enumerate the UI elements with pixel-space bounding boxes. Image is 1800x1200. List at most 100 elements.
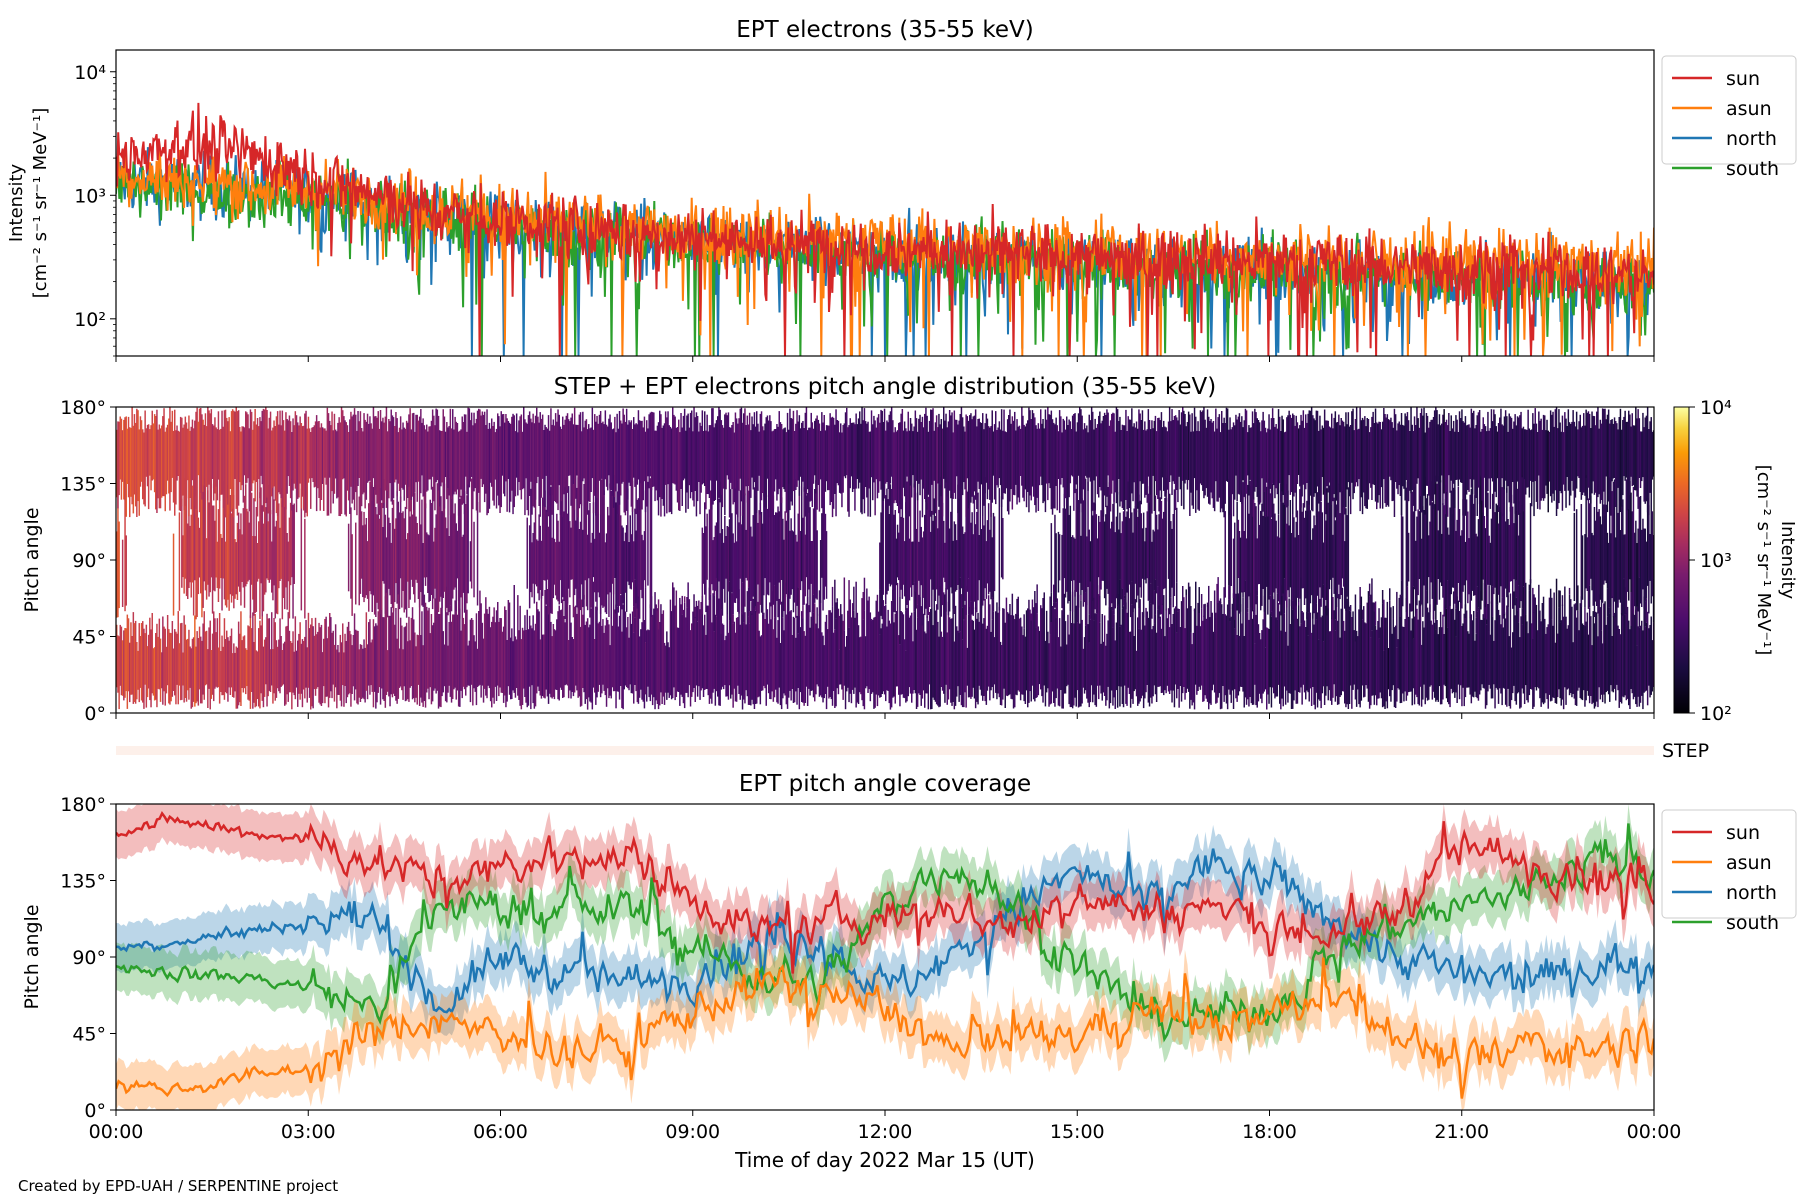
heatmap-cell (304, 636, 306, 699)
heatmap-cell (724, 640, 726, 686)
heatmap-cell (1577, 610, 1579, 691)
heatmap-cell (1270, 418, 1273, 518)
heatmap-cell (439, 613, 441, 707)
heatmap-cell (258, 628, 260, 707)
heatmap-cell (188, 629, 190, 700)
heatmap-cell (803, 631, 805, 706)
heatmap-cell (821, 412, 823, 509)
heatmap-cell (570, 622, 572, 699)
heatmap-cell (558, 605, 560, 701)
heatmap-cell (634, 579, 636, 618)
heatmap-cell (747, 616, 750, 705)
heatmap-cell (375, 507, 377, 617)
panel-pitch-angle-coverage: EPT pitch angle coverage 0°45°90°135°180… (21, 771, 1797, 1172)
heatmap-cell (1316, 410, 1319, 487)
heatmap-cell (1586, 412, 1589, 501)
heatmap-cell (1080, 535, 1082, 595)
heatmap-cell (382, 617, 384, 700)
heatmap-cell (585, 621, 588, 700)
heatmap-cell (1620, 604, 1623, 704)
heatmap-cell (1620, 613, 1623, 615)
xtick-label: 21:00 (1434, 1121, 1489, 1143)
heatmap-cell (601, 479, 603, 606)
heatmap-cell (285, 626, 287, 705)
heatmap-cell (1174, 606, 1177, 685)
heatmap-cell (739, 408, 741, 479)
heatmap-cell (217, 411, 220, 480)
heatmap-cell (993, 424, 996, 500)
heatmap-cell (745, 624, 747, 691)
heatmap-cell (783, 630, 785, 694)
heatmap-cell (1146, 611, 1148, 685)
heatmap-cell (1574, 426, 1577, 498)
heatmap-cell (725, 412, 727, 490)
heatmap-cell (773, 515, 776, 586)
heatmap-cell (718, 498, 720, 582)
heatmap-cell (1066, 483, 1068, 592)
heatmap-cell (300, 488, 303, 611)
heatmap-cell (1018, 425, 1021, 503)
heatmap-cell (846, 636, 848, 692)
heatmap-cell (1054, 609, 1056, 707)
heatmap-cell (924, 514, 926, 616)
heatmap-cell (1329, 427, 1332, 502)
heatmap-cell (449, 478, 452, 606)
heatmap-cell (685, 617, 687, 693)
heatmap-cell (1230, 616, 1232, 703)
heatmap-cell (507, 600, 510, 687)
heatmap-cell (1076, 622, 1079, 691)
heatmap-cell (481, 411, 484, 487)
heatmap-cell (1373, 423, 1376, 485)
heatmap-cell (1167, 497, 1170, 579)
heatmap-cell (263, 501, 266, 595)
heatmap-cell (1216, 428, 1218, 502)
heatmap-cell (399, 617, 402, 687)
heatmap-cell (679, 597, 681, 706)
heatmap-cell (1231, 427, 1234, 495)
heatmap-cell (788, 610, 790, 612)
heatmap-cell (207, 649, 209, 708)
heatmap-cell (217, 647, 220, 688)
heatmap-cell (1358, 609, 1360, 705)
heatmap-cell (1215, 618, 1217, 620)
heatmap-cell (732, 422, 734, 505)
heatmap-cell (638, 636, 641, 698)
heatmap-cell (907, 506, 909, 618)
heatmap-cell (913, 611, 915, 690)
heatmap-cell (867, 600, 869, 625)
heatmap-cell (1435, 629, 1437, 702)
heatmap-cell (1620, 505, 1623, 614)
heatmap-cell (1510, 417, 1513, 504)
heatmap-cell (983, 429, 985, 506)
heatmap-cell (1424, 601, 1426, 705)
heatmap-cell (982, 477, 984, 606)
heatmap-cell (939, 424, 941, 485)
heatmap-cell (1301, 420, 1303, 497)
heatmap-cell (915, 528, 918, 609)
heatmap-cell (1591, 645, 1593, 705)
heatmap-cell (381, 502, 383, 610)
heatmap-cell (1522, 614, 1525, 694)
heatmap-cell (1624, 534, 1626, 615)
heatmap-cell (1390, 417, 1392, 481)
heatmap-cell (549, 597, 551, 694)
heatmap-cell (149, 429, 151, 476)
heatmap-cell (404, 506, 407, 610)
heatmap-cell (276, 490, 279, 615)
heatmap-cell (242, 636, 245, 693)
heatmap-cell (159, 638, 162, 702)
heatmap-cell (1606, 616, 1609, 691)
heatmap-cell (140, 623, 143, 701)
heatmap-cell (859, 411, 861, 483)
heatmap-cell (1281, 585, 1283, 699)
heatmap-cell (572, 639, 575, 697)
heatmap-cell (1425, 596, 1428, 698)
heatmap-cell (1628, 484, 1630, 601)
heatmap-cell (1359, 604, 1361, 708)
heatmap-cell (1616, 477, 1618, 604)
heatmap-cell (986, 625, 989, 691)
heatmap-cell (1234, 522, 1236, 620)
heatmap-cell (534, 623, 537, 707)
heatmap-cell (1646, 498, 1649, 586)
heatmap-cell (436, 483, 439, 615)
